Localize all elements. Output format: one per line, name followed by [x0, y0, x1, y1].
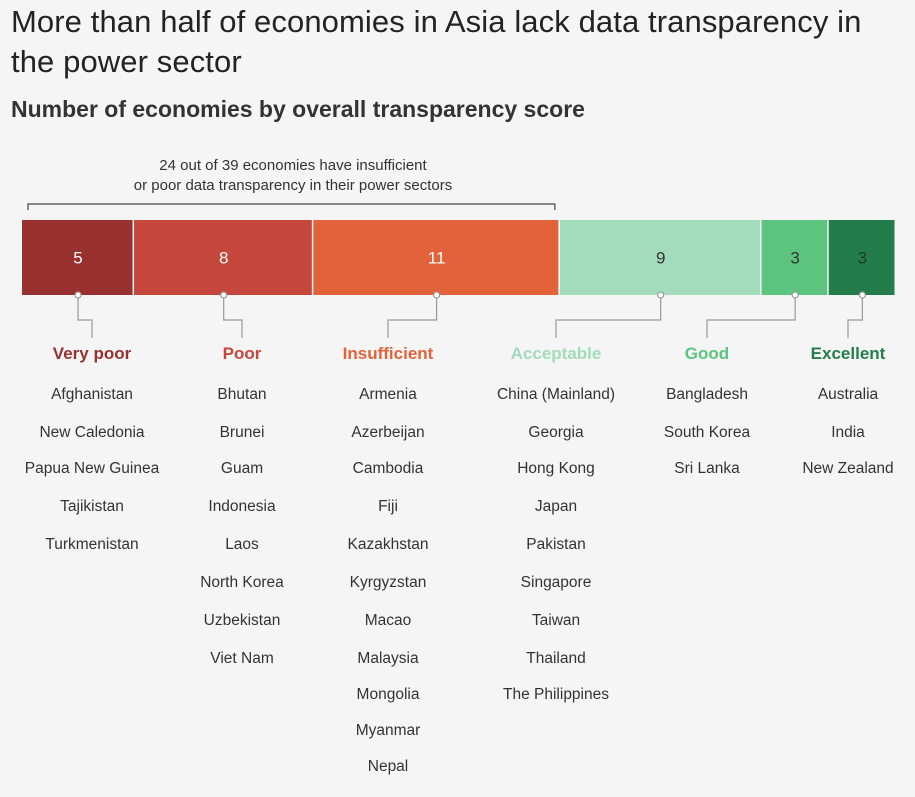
bar-value-label: 5	[73, 249, 82, 268]
list-item: Myanmar	[355, 722, 421, 739]
bar-segment-acceptable	[559, 220, 761, 295]
bar-value-label: 3	[790, 249, 799, 268]
chart-subtitle: Number of economies by overall transpare…	[11, 96, 585, 122]
category-label-very-poor: Very poor	[52, 344, 132, 363]
connector-dot	[858, 291, 866, 299]
list-item: Macao	[364, 612, 412, 629]
list-item: Malaysia	[357, 650, 419, 667]
list-item: Indonesia	[208, 498, 276, 515]
category-label-excellent: Excellent	[810, 344, 886, 363]
list-item: South Korea	[663, 424, 751, 441]
list-item: Brunei	[219, 424, 265, 441]
list-item: Viet Nam	[210, 650, 274, 667]
list-item: Armenia	[359, 386, 417, 403]
category-label-insufficient: Insufficient	[342, 344, 434, 363]
list-item: Pakistan	[526, 536, 586, 553]
bar-segment-insufficient	[313, 220, 559, 295]
list-item: Turkmenistan	[45, 536, 139, 553]
list-item: India	[831, 424, 865, 441]
list-item: North Korea	[200, 574, 284, 591]
list-item: Laos	[225, 536, 259, 553]
connector-line	[77, 295, 93, 338]
list-item: New Caledonia	[39, 424, 145, 441]
list-item: Georgia	[528, 424, 584, 441]
bracket-annotation: 24 out of 39 economies have insufficient…	[28, 156, 558, 196]
annotation-line-1: 24 out of 39 economies have insufficient	[159, 157, 427, 174]
list-item: The Philippines	[503, 686, 609, 703]
list-item: Bangladesh	[666, 386, 748, 403]
bracket-line	[27, 203, 556, 210]
list-item: Nepal	[367, 758, 409, 775]
list-item: Uzbekistan	[203, 612, 281, 629]
list-item: Thailand	[526, 650, 586, 667]
list-item: Afghanistan	[51, 386, 133, 403]
connector-dot	[791, 291, 799, 299]
bar-value-label: 8	[219, 249, 228, 268]
bar-value-label: 11	[428, 249, 446, 268]
connector-dot	[432, 291, 441, 299]
list-item: Japan	[534, 498, 578, 515]
list-item: China (Mainland)	[496, 386, 616, 403]
bar-segment-excellent	[828, 220, 895, 295]
bar-segment-good	[761, 220, 828, 295]
list-item: Cambodia	[352, 460, 424, 477]
annotation-line-2: or poor data transparency in their power…	[133, 177, 453, 194]
connector-line	[706, 295, 796, 338]
connector-line	[555, 295, 662, 338]
bar-value-label: 3	[858, 249, 867, 268]
list-item: New Zealand	[802, 460, 894, 477]
list-item: Tajikistan	[60, 498, 124, 515]
chart-title: More than half of economies in Asia lack…	[11, 4, 862, 79]
list-item: Fiji	[378, 498, 398, 515]
list-item: Australia	[817, 386, 879, 403]
connector-line	[387, 295, 438, 338]
list-item: Azerbeijan	[351, 424, 425, 441]
list-item: Taiwan	[531, 612, 581, 629]
bar-segment-poor	[134, 220, 312, 295]
connector-line	[223, 295, 243, 338]
bar-value-label: 9	[656, 249, 665, 268]
category-label-acceptable: Acceptable	[510, 344, 602, 363]
bar-segment-very-poor	[22, 220, 133, 295]
list-item: Mongolia	[356, 686, 420, 703]
list-item: Guam	[220, 460, 264, 477]
list-item: Bhutan	[217, 386, 267, 403]
category-label-poor: Poor	[222, 344, 262, 363]
list-item: Sri Lanka	[674, 460, 740, 477]
connector-line	[847, 295, 863, 338]
list-item: Hong Kong	[517, 460, 595, 477]
connector-dot	[220, 291, 228, 299]
connector-dot	[74, 291, 82, 299]
list-item: Singapore	[520, 574, 592, 591]
list-item: Kazakhstan	[347, 536, 429, 553]
list-item: Kyrgyzstan	[349, 574, 427, 591]
connector-dot	[657, 291, 665, 299]
category-label-good: Good	[684, 344, 730, 363]
list-item: Papua New Guinea	[24, 460, 160, 477]
